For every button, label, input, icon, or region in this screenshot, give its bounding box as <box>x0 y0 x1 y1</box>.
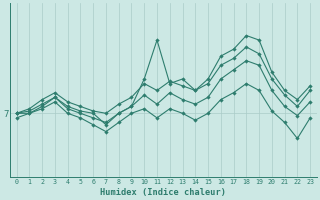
X-axis label: Humidex (Indice chaleur): Humidex (Indice chaleur) <box>100 188 226 197</box>
